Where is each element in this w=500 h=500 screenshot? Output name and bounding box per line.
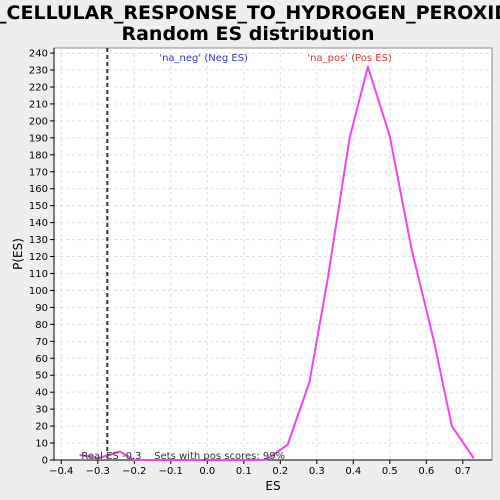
x-tick-label: 0.4 — [345, 466, 361, 477]
x-tick-label: 0.1 — [236, 466, 252, 477]
x-tick-label: −0.4 — [49, 466, 73, 477]
chart-title-line-1: GO_CELLULAR_RESPONSE_TO_HYDROGEN_PEROXID… — [0, 2, 500, 24]
y-tick-label: 240 — [29, 49, 48, 60]
x-tick-label: 0.5 — [382, 466, 398, 477]
y-tick-label: 100 — [29, 286, 48, 297]
x-tick-label: 0.3 — [309, 466, 325, 477]
y-tick-label: 50 — [35, 371, 48, 382]
y-tick-label: 20 — [35, 422, 48, 433]
x-tick-label: −0.1 — [159, 466, 183, 477]
distribution-line — [79, 65, 475, 461]
y-tick-label: 130 — [29, 235, 48, 246]
y-tick-label: 140 — [29, 218, 48, 229]
y-tick-label: 110 — [29, 269, 48, 280]
plot-area — [53, 47, 493, 461]
y-tick-label: 150 — [29, 201, 48, 212]
y-tick-label: 190 — [29, 133, 48, 144]
y-tick-label: 120 — [29, 252, 48, 263]
y-tick-label: 220 — [29, 82, 48, 93]
x-tick-label: 0.7 — [455, 466, 471, 477]
series-layer — [79, 65, 475, 461]
x-tick-label: −0.3 — [86, 466, 110, 477]
y-tick-label: 40 — [35, 388, 48, 399]
y-tick-label: 210 — [29, 99, 48, 110]
neg-es-annotation: 'na_neg' (Neg ES) — [159, 53, 248, 64]
x-axis-label: ES — [265, 479, 280, 493]
y-tick-label: 80 — [35, 320, 48, 331]
y-tick-label: 180 — [29, 150, 48, 161]
y-axis-label: P(ES) — [11, 238, 25, 270]
y-tick-label: 160 — [29, 184, 48, 195]
y-tick-label: 200 — [29, 116, 48, 127]
x-tick-label: 0.2 — [272, 466, 288, 477]
real-es-annotation: Real ES -0.3 Sets with pos scores: 99% — [81, 451, 285, 462]
y-axis: 0 10 20 30 40 50 60 70 80 90 100 110 120 130 140 150 160… — [29, 48, 55, 467]
y-tick-label: 230 — [29, 66, 48, 77]
x-axis: −0.4 −0.3 −0.2 −0.1 0.0 0.1 0.2 0.3 0.4 0.5 0.6 0.7 — [49, 459, 492, 477]
y-tick-label: 30 — [35, 405, 48, 416]
pos-es-annotation: 'na_pos' (Pos ES) — [307, 53, 392, 64]
y-tick-label: 10 — [35, 439, 48, 450]
y-tick-label: 60 — [35, 354, 48, 365]
y-tick-label: 70 — [35, 337, 48, 348]
y-tick-label: 170 — [29, 167, 48, 178]
y-tick-label: 0 — [42, 456, 48, 467]
grid-lines — [54, 48, 492, 461]
x-tick-label: 0.0 — [199, 466, 215, 477]
chart-title-line-2: Random ES distribution — [121, 23, 374, 45]
x-tick-label: −0.2 — [122, 466, 146, 477]
y-tick-label: 90 — [35, 303, 48, 314]
x-tick-label: 0.6 — [418, 466, 434, 477]
